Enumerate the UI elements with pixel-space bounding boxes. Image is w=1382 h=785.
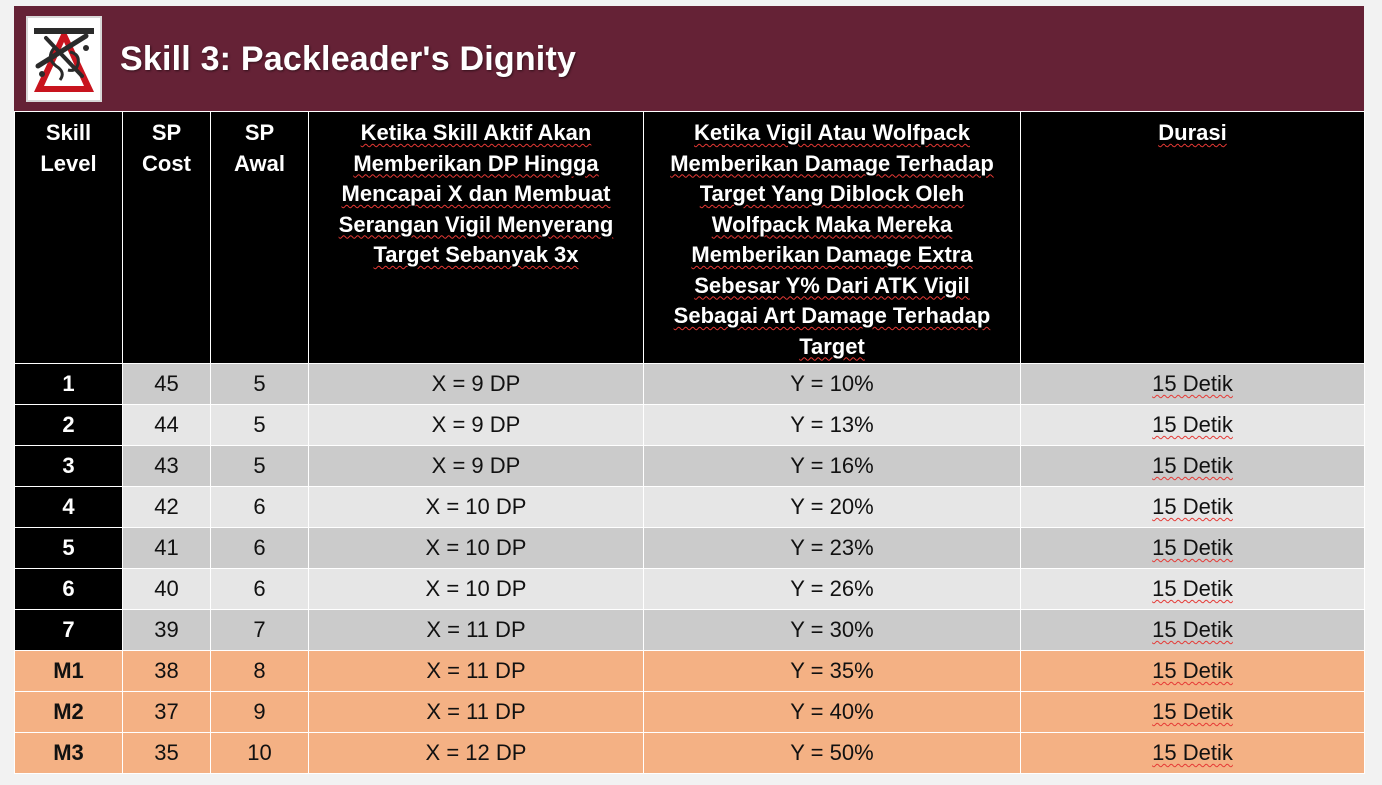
cell-durasi: 15 Detik xyxy=(1020,527,1365,569)
cell-sp-cost: 35 xyxy=(122,732,211,774)
cell-skill-level: 2 xyxy=(14,404,123,446)
cell-y-value: Y = 23% xyxy=(643,527,1021,569)
cell-sp-awal: 6 xyxy=(210,527,309,569)
cell-durasi-text: 15 Detik xyxy=(1152,740,1233,765)
cell-sp-cost: 38 xyxy=(122,650,211,692)
cell-durasi-text: 15 Detik xyxy=(1152,494,1233,519)
cell-sp-cost: 41 xyxy=(122,527,211,569)
cell-y-value: Y = 35% xyxy=(643,650,1021,692)
cell-durasi-text: 15 Detik xyxy=(1152,576,1233,601)
table-row-mastery: M1 38 8 X = 11 DP Y = 35% 15 Detik xyxy=(14,650,1365,692)
cell-sp-awal: 9 xyxy=(210,691,309,733)
column-header-durasi: Durasi xyxy=(1020,111,1365,364)
cell-y-value: Y = 20% xyxy=(643,486,1021,528)
cell-sp-cost: 44 xyxy=(122,404,211,446)
cell-durasi: 15 Detik xyxy=(1020,445,1365,487)
cell-durasi-text: 15 Detik xyxy=(1152,412,1233,437)
table-row: 6 40 6 X = 10 DP Y = 26% 15 Detik xyxy=(14,568,1365,610)
cell-x-value: X = 11 DP xyxy=(308,691,644,733)
cell-durasi-text: 15 Detik xyxy=(1152,535,1233,560)
cell-sp-awal: 7 xyxy=(210,609,309,651)
cell-y-value: Y = 10% xyxy=(643,363,1021,405)
cell-x-value: X = 9 DP xyxy=(308,363,644,405)
column-header-x-effect-text: Ketika Skill Aktif Akan Memberikan DP Hi… xyxy=(338,120,614,267)
vigil-class-emblem-icon xyxy=(26,16,102,102)
cell-sp-cost: 37 xyxy=(122,691,211,733)
cell-skill-level: 4 xyxy=(14,486,123,528)
cell-durasi: 15 Detik xyxy=(1020,363,1365,405)
skill-level-table: Skill Level SP Cost SP Awal Ketika Skill… xyxy=(14,111,1365,774)
column-header-durasi-text: Durasi xyxy=(1158,120,1227,145)
cell-x-value: X = 9 DP xyxy=(308,404,644,446)
cell-x-value: X = 11 DP xyxy=(308,650,644,692)
column-header-y-effect: Ketika Vigil Atau Wolfpack Memberikan Da… xyxy=(643,111,1021,364)
cell-skill-level: 5 xyxy=(14,527,123,569)
cell-x-value: X = 12 DP xyxy=(308,732,644,774)
cell-y-value: Y = 13% xyxy=(643,404,1021,446)
cell-y-value: Y = 50% xyxy=(643,732,1021,774)
table-row: 5 41 6 X = 10 DP Y = 23% 15 Detik xyxy=(14,527,1365,569)
cell-sp-awal: 8 xyxy=(210,650,309,692)
cell-durasi: 15 Detik xyxy=(1020,568,1365,610)
table-row: 3 43 5 X = 9 DP Y = 16% 15 Detik xyxy=(14,445,1365,487)
page-title: Skill 3: Packleader's Dignity xyxy=(120,40,577,78)
cell-durasi-text: 15 Detik xyxy=(1152,699,1233,724)
cell-x-value: X = 10 DP xyxy=(308,568,644,610)
cell-durasi-text: 15 Detik xyxy=(1152,371,1233,396)
cell-skill-level: M2 xyxy=(14,691,123,733)
cell-skill-level: 7 xyxy=(14,609,123,651)
cell-x-value: X = 10 DP xyxy=(308,486,644,528)
cell-sp-awal: 6 xyxy=(210,486,309,528)
column-header-y-effect-text: Ketika Vigil Atau Wolfpack Memberikan Da… xyxy=(670,120,994,359)
table-row: 7 39 7 X = 11 DP Y = 30% 15 Detik xyxy=(14,609,1365,651)
cell-sp-cost: 40 xyxy=(122,568,211,610)
cell-y-value: Y = 40% xyxy=(643,691,1021,733)
cell-sp-cost: 42 xyxy=(122,486,211,528)
table-row-mastery: M3 35 10 X = 12 DP Y = 50% 15 Detik xyxy=(14,732,1365,774)
cell-y-value: Y = 16% xyxy=(643,445,1021,487)
cell-x-value: X = 11 DP xyxy=(308,609,644,651)
cell-y-value: Y = 26% xyxy=(643,568,1021,610)
cell-sp-awal: 6 xyxy=(210,568,309,610)
table-row: 4 42 6 X = 10 DP Y = 20% 15 Detik xyxy=(14,486,1365,528)
cell-skill-level: 6 xyxy=(14,568,123,610)
cell-y-value: Y = 30% xyxy=(643,609,1021,651)
cell-sp-cost: 45 xyxy=(122,363,211,405)
cell-durasi-text: 15 Detik xyxy=(1152,658,1233,683)
cell-sp-awal: 5 xyxy=(210,445,309,487)
cell-durasi: 15 Detik xyxy=(1020,609,1365,651)
column-header-sp-cost: SP Cost xyxy=(122,111,211,364)
cell-durasi-text: 15 Detik xyxy=(1152,617,1233,642)
cell-durasi: 15 Detik xyxy=(1020,732,1365,774)
cell-sp-awal: 5 xyxy=(210,404,309,446)
table-row-mastery: M2 37 9 X = 11 DP Y = 40% 15 Detik xyxy=(14,691,1365,733)
cell-x-value: X = 10 DP xyxy=(308,527,644,569)
cell-skill-level: 1 xyxy=(14,363,123,405)
cell-sp-cost: 43 xyxy=(122,445,211,487)
cell-x-value: X = 9 DP xyxy=(308,445,644,487)
column-header-sp-awal: SP Awal xyxy=(210,111,309,364)
cell-skill-level: 3 xyxy=(14,445,123,487)
table-row: 2 44 5 X = 9 DP Y = 13% 15 Detik xyxy=(14,404,1365,446)
cell-durasi: 15 Detik xyxy=(1020,486,1365,528)
column-header-skill-level: Skill Level xyxy=(14,111,123,364)
cell-sp-cost: 39 xyxy=(122,609,211,651)
table-row: 1 45 5 X = 9 DP Y = 10% 15 Detik xyxy=(14,363,1365,405)
slide: Skill 3: Packleader's Dignity Skill Leve… xyxy=(14,6,1365,774)
cell-sp-awal: 10 xyxy=(210,732,309,774)
cell-skill-level: M3 xyxy=(14,732,123,774)
cell-durasi: 15 Detik xyxy=(1020,404,1365,446)
cell-durasi: 15 Detik xyxy=(1020,691,1365,733)
column-header-x-effect: Ketika Skill Aktif Akan Memberikan DP Hi… xyxy=(308,111,644,364)
cell-durasi: 15 Detik xyxy=(1020,650,1365,692)
cell-durasi-text: 15 Detik xyxy=(1152,453,1233,478)
cell-skill-level: M1 xyxy=(14,650,123,692)
table-header-row: Skill Level SP Cost SP Awal Ketika Skill… xyxy=(14,111,1365,364)
cell-sp-awal: 5 xyxy=(210,363,309,405)
title-banner: Skill 3: Packleader's Dignity xyxy=(14,6,1364,111)
